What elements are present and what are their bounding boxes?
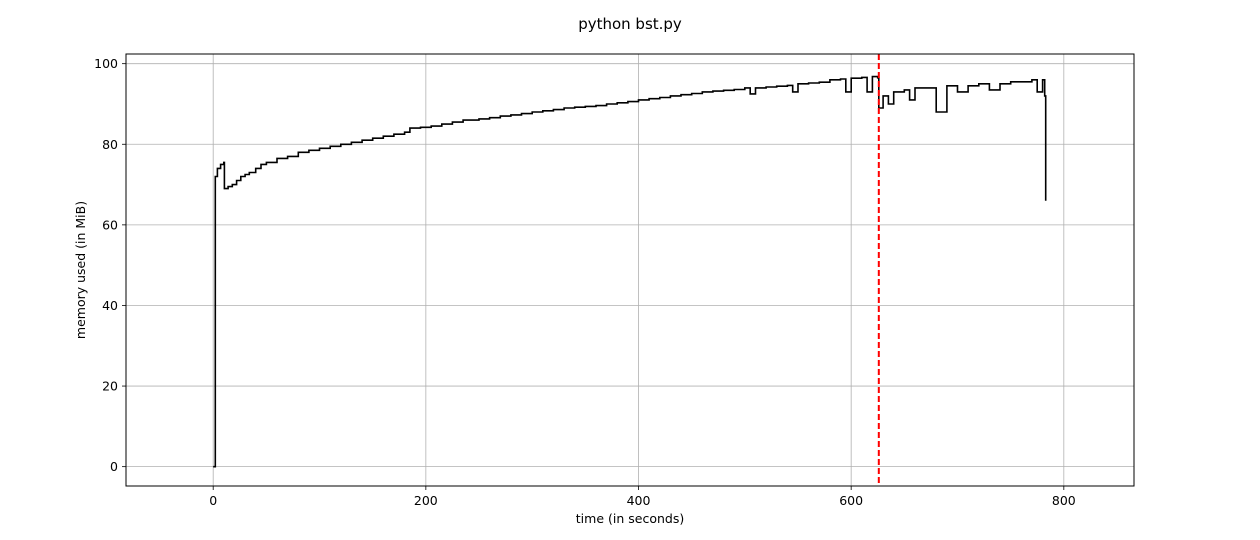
x-axis-label: time (in seconds) [576, 511, 684, 526]
series-layer [213, 54, 1047, 486]
plot-frame [125, 53, 1135, 487]
y-tick-label: 100 [94, 56, 118, 71]
y-tick-label: 60 [102, 217, 118, 232]
axis-ticks: 0 200 400 600 800 0 20 40 60 80 100 [94, 56, 1076, 508]
y-axis-label: memory used (in MiB) [73, 201, 88, 339]
memory-series-line [213, 75, 1047, 468]
x-tick-label: 0 [209, 493, 217, 508]
chart-title: python bst.py [578, 15, 682, 33]
y-tick-label: 40 [102, 298, 118, 313]
x-tick-label: 200 [414, 493, 438, 508]
y-tick-label: 80 [102, 137, 118, 152]
x-tick-label: 800 [1052, 493, 1076, 508]
y-tick-label: 0 [110, 459, 118, 474]
y-tick-label: 20 [102, 379, 118, 394]
x-tick-label: 400 [627, 493, 651, 508]
x-tick-label: 600 [839, 493, 863, 508]
grid-lines [126, 54, 1134, 486]
